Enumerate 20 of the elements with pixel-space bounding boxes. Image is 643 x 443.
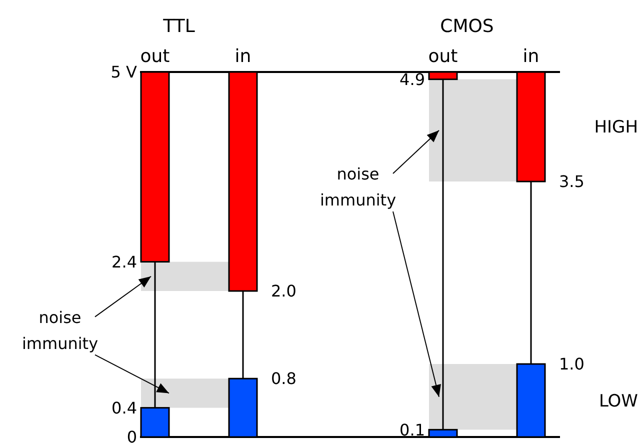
annotation: 0.8 [271,369,296,388]
text: CMOS [440,16,494,37]
text: noise immunity [22,308,98,353]
y-tick-label: 5 V [110,62,138,82]
x-tick-label: out [428,46,458,67]
annotation: 1.0 [559,354,584,374]
text: HIGH [594,118,638,138]
annotation: noise immunity [320,164,396,210]
x-tick-label: in [234,46,252,67]
annotation: 2.0 [271,282,296,301]
y-tick-label: 0 [126,428,137,443]
text: TTL [162,16,195,37]
text: LOW [598,391,638,412]
x-tick-label: in [522,46,540,67]
annotation: 4.9 [400,70,425,89]
annotation: 0.1 [400,420,425,440]
x-tick-label: out [140,46,170,67]
y-tick-label: 0.4 [112,398,137,418]
annotation: 3.5 [559,172,584,192]
y-tick-label: 2.4 [112,252,137,272]
